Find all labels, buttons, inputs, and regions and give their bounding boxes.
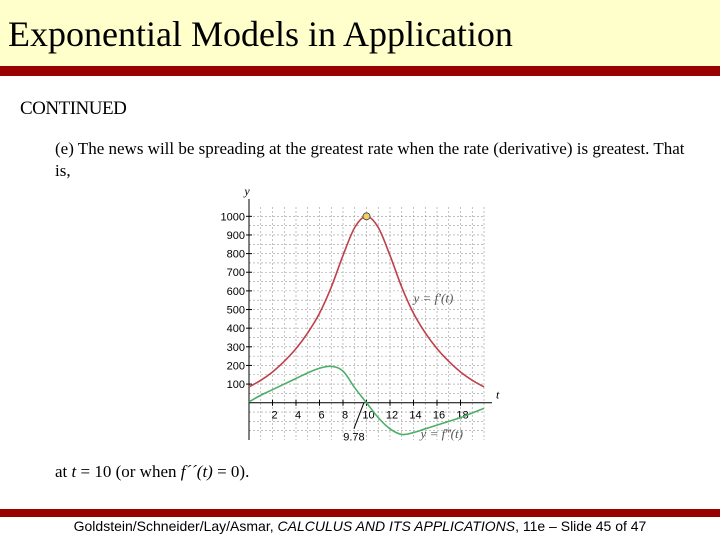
chart-ticks: 2 4 6 8 10 12 14 16 1810020030040050060070080090… — [221, 211, 469, 421]
series-f-triple-prime-label: y = f‴(t) — [419, 426, 463, 441]
conclusion-variable: t — [71, 462, 77, 481]
conclusion-function: f´´(t) — [180, 462, 213, 481]
conclusion-suffix: = 0). — [212, 462, 250, 481]
title-bar — [0, 0, 720, 66]
chart-series — [248, 212, 485, 436]
y-tick-label: 500 — [227, 305, 245, 317]
x-tick-label: 12 — [386, 410, 398, 422]
chart-labels: y = f′(t) y = f‴(t) 9.78 — [343, 290, 463, 443]
conclusion-mid: = 10 (or when — [76, 462, 181, 481]
y-tick-label: 600 — [227, 286, 245, 298]
x-tick-label: 4 — [295, 410, 301, 422]
x-tick-label: 14 — [409, 410, 421, 422]
x-tick-label: 10 — [362, 410, 374, 422]
conclusion-prefix: at — [55, 462, 72, 481]
y-tick-label: 800 — [227, 249, 245, 261]
x-tick-label: 2 — [271, 410, 277, 422]
conclusion-line: at t = 10 (or when f´´(t) = 0). — [55, 462, 249, 482]
y-tick-label: 200 — [227, 360, 245, 372]
y-tick-label: 400 — [227, 323, 245, 335]
footer-book: CALCULUS AND ITS APPLICATIONS — [277, 518, 516, 534]
y-tick-label: 100 — [227, 379, 245, 391]
x-tick-label: 16 — [433, 410, 445, 422]
y-tick-label: 700 — [227, 267, 245, 279]
footer-rule — [0, 509, 720, 517]
max-point — [362, 212, 371, 221]
paragraph: (e) The news will be spreading at the gr… — [55, 139, 685, 180]
footer-authors: Goldstein/Schneider/Lay/Asmar, — [73, 518, 278, 534]
footer-rest: , 11e – Slide 45 of 47 — [515, 518, 647, 534]
slide-title: Exponential Models in Application — [8, 14, 513, 54]
series-f-triple-prime-line — [248, 365, 485, 436]
y-axis-label: y — [243, 184, 250, 198]
series-f-prime-label: y = f′(t) — [412, 290, 454, 305]
y-tick-label: 300 — [227, 342, 245, 354]
annotation-9-78: 9.78 — [343, 432, 364, 444]
chart-grid — [249, 207, 485, 440]
x-tick-label: 8 — [342, 410, 348, 422]
y-tick-label: 1000 — [221, 211, 245, 223]
title-rule — [0, 66, 720, 76]
footer: Goldstein/Schneider/Lay/Asmar, CALCULUS … — [0, 518, 720, 534]
x-axis-label: t — [496, 388, 500, 402]
x-tick-label: 6 — [318, 410, 324, 422]
y-tick-label: 900 — [227, 230, 245, 242]
subheading: CONTINUED — [20, 98, 127, 119]
annotation-arrow — [353, 402, 365, 429]
chart-axes: ty — [243, 184, 500, 440]
